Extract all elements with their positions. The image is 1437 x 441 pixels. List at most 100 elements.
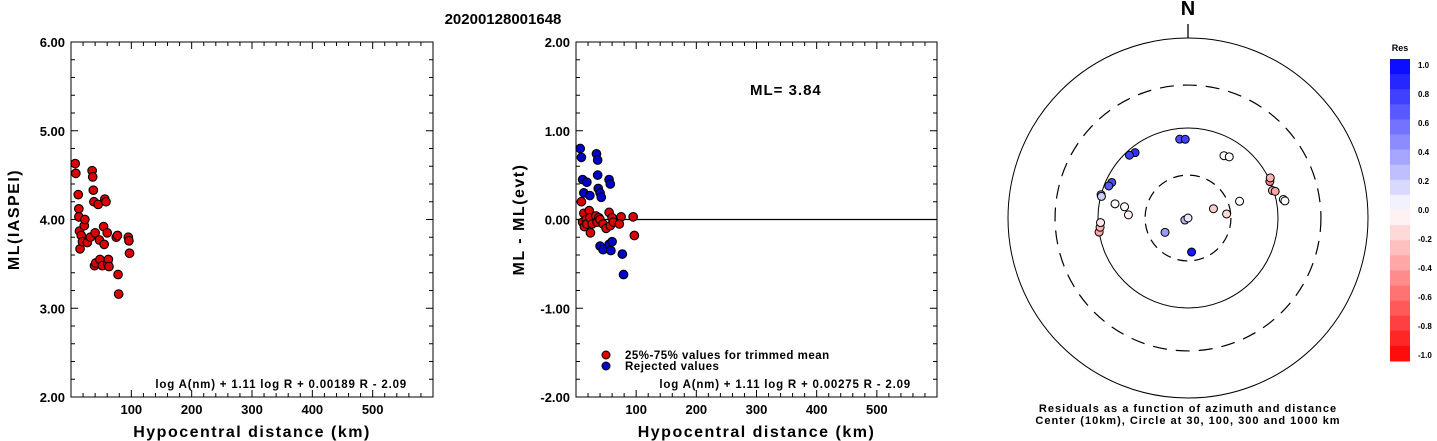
rejected-point xyxy=(618,269,629,280)
x-tick-label: 100 xyxy=(625,402,647,417)
y-axis-label: ML(IASPEI) xyxy=(6,169,23,270)
trimmed-point xyxy=(585,227,596,238)
legend-marker xyxy=(601,361,611,371)
rejected-point xyxy=(576,152,587,163)
station-marker xyxy=(1124,150,1134,160)
colorbar-tick-label: 0.4 xyxy=(1418,148,1430,157)
colorbar-segment xyxy=(1390,119,1410,135)
colorbar-tick-label: 0.2 xyxy=(1418,177,1430,186)
colorbar-segment xyxy=(1390,240,1410,256)
x-axis-label: Hypocentral distance (km) xyxy=(133,424,371,441)
data-point xyxy=(124,248,135,259)
colorbar-segment xyxy=(1390,89,1410,105)
colorbar-tick-label: 0.0 xyxy=(1418,206,1430,215)
colorbar-tick-label: -1.0 xyxy=(1418,351,1432,360)
plot-frame xyxy=(70,41,434,398)
y-tick-label: 5.00 xyxy=(40,124,65,139)
colorbar-tick-label: 0.8 xyxy=(1418,90,1430,99)
ring-30km xyxy=(1144,174,1232,262)
trimmed-point xyxy=(576,196,587,207)
station-marker xyxy=(1280,196,1290,206)
y-tick-label: 2.00 xyxy=(545,35,570,50)
data-point xyxy=(70,158,81,169)
x-tick-label: 200 xyxy=(181,402,203,417)
residual-vs-distance-chart: 100 200 300 400 500 -2.00 -1.00 0.00 1.00 2.00 Hyp… xyxy=(511,35,938,441)
magnitude-formula: log A(nm) + 1.11 log R + 0.00189 R - 2.0… xyxy=(155,379,407,391)
caption-line-1: Residuals as a function of azimuth and d… xyxy=(1039,403,1337,415)
y-axis-label: ML - ML(evt) xyxy=(511,164,528,276)
rejected-point xyxy=(596,192,607,203)
station-marker xyxy=(1180,134,1190,144)
rejected-point xyxy=(605,179,616,189)
y-tick-label: 1.00 xyxy=(545,124,570,139)
colorbar-tick-label: 0.6 xyxy=(1418,119,1430,128)
colorbar-segment xyxy=(1390,104,1410,120)
x-tick-label: 300 xyxy=(746,402,768,417)
trimmed-point xyxy=(628,211,639,222)
x-tick-label: 300 xyxy=(241,402,263,417)
rejected-point xyxy=(592,170,603,180)
ring-100km xyxy=(1097,127,1279,309)
colorbar-segment xyxy=(1390,270,1410,286)
colorbar-segment xyxy=(1390,179,1410,196)
station-marker xyxy=(1224,152,1234,162)
data-point xyxy=(87,172,98,182)
rejected-point xyxy=(617,249,628,259)
data-point xyxy=(99,239,110,250)
ring-300km xyxy=(1054,84,1322,352)
x-tick-label: 400 xyxy=(301,402,323,417)
residual-colorbar: Res 1.0 0.8 0.6 0.4 0.2 0.0 -0.2 -0.4 -0.6 -0.8 -1.… xyxy=(1390,43,1432,362)
colorbar-segment xyxy=(1390,164,1410,181)
x-tick-label: 400 xyxy=(806,402,828,417)
ml-value-label: ML= 3.84 xyxy=(750,82,822,99)
x-tick-label: 500 xyxy=(866,402,888,417)
station-marker xyxy=(1270,186,1280,196)
azimuth-residual-polar-plot: N Residuals as a function of azimuth and … xyxy=(1007,0,1369,427)
colorbar-segment xyxy=(1390,300,1410,317)
station-marker xyxy=(1096,191,1106,201)
magnitude-formula: log A(nm) + 1.11 log R + 0.00275 R - 2.0… xyxy=(659,379,911,391)
data-point xyxy=(113,289,124,299)
data-point xyxy=(113,269,123,280)
y-tick-label: -1.00 xyxy=(540,301,570,316)
colorbar-segment xyxy=(1390,255,1410,271)
rejected-point xyxy=(592,155,603,165)
data-point xyxy=(124,235,134,246)
data-point xyxy=(102,227,113,238)
y-tick-label: 0.00 xyxy=(545,213,570,228)
station-marker xyxy=(1235,196,1245,206)
data-point xyxy=(104,261,114,272)
data-point xyxy=(88,185,99,196)
station-marker xyxy=(1096,218,1106,228)
rejected-point xyxy=(584,190,595,201)
trimmed-point xyxy=(614,219,625,229)
rejected-point xyxy=(575,143,586,154)
magnitude-vs-distance-chart: 100 200 300 400 500 2.00 3.00 4.00 5.00 6.00 Hypoc… xyxy=(6,35,434,441)
caption-line-2: Center (10km), Circle at 30, 100, 300 an… xyxy=(1035,415,1340,427)
rejected-point xyxy=(607,236,617,247)
station-marker xyxy=(1187,247,1197,257)
rejected-point xyxy=(606,245,616,256)
station-marker xyxy=(1110,199,1120,209)
colorbar-segment xyxy=(1390,194,1410,211)
colorbar-segment xyxy=(1390,134,1410,151)
station-marker xyxy=(1222,209,1232,219)
x-tick-label: 100 xyxy=(120,402,142,417)
data-point xyxy=(73,204,84,214)
colorbar-segment xyxy=(1390,74,1410,90)
station-marker xyxy=(1123,210,1133,220)
colorbar-tick-label: -0.4 xyxy=(1418,264,1432,273)
colorbar-segment xyxy=(1390,285,1410,302)
colorbar-segment xyxy=(1390,315,1410,332)
y-tick-label: -2.00 xyxy=(540,390,570,405)
colorbar-segment xyxy=(1390,210,1410,226)
colorbar-segment xyxy=(1390,345,1410,362)
colorbar-segment xyxy=(1390,225,1410,241)
figure-title: 20200128001648 xyxy=(445,11,562,28)
data-point xyxy=(73,189,84,200)
colorbar-segment xyxy=(1390,59,1410,75)
station-marker xyxy=(1104,181,1114,191)
station-marker xyxy=(1160,227,1170,237)
colorbar-tick-label: -0.8 xyxy=(1418,322,1432,331)
